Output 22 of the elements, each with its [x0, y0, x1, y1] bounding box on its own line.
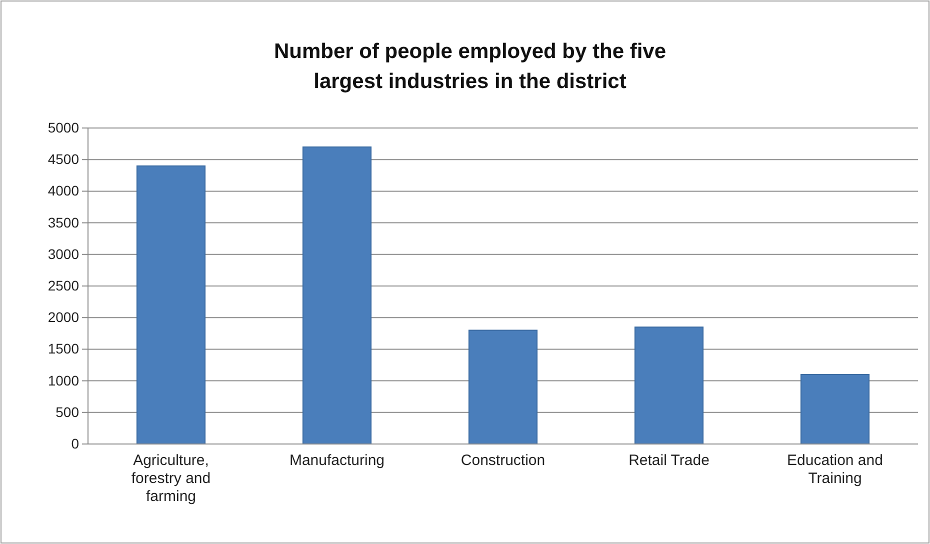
bar [136, 165, 206, 444]
x-tick-label: Manufacturing [289, 452, 385, 469]
x-tick-label: Construction [460, 452, 546, 469]
y-tick-label: 4500 [48, 151, 80, 168]
y-tick-label: 2000 [48, 309, 80, 326]
y-tick-label: 1000 [48, 372, 80, 388]
y-tick-label: 0 [71, 435, 80, 452]
y-tick-label: 1500 [48, 340, 80, 357]
y-tick-label: 500 [56, 404, 80, 420]
y-tick-label: 2500 [48, 277, 80, 294]
y-tick-label: 4000 [48, 182, 80, 199]
y-tick-label: 5000 [48, 119, 80, 136]
bar [800, 374, 870, 444]
x-tick-label: Agriculture, forestry and farming [131, 452, 211, 505]
bar [302, 146, 372, 444]
y-tick-label: 3000 [48, 246, 80, 262]
y-tick-label: 3500 [48, 214, 80, 230]
x-tick-label: Education and Training [787, 452, 883, 487]
bar [634, 326, 704, 444]
x-tick-label: Retail Trade [628, 452, 710, 469]
chart-title: Number of people employed by the five largest industries in the district [274, 40, 666, 93]
bar [468, 330, 538, 444]
